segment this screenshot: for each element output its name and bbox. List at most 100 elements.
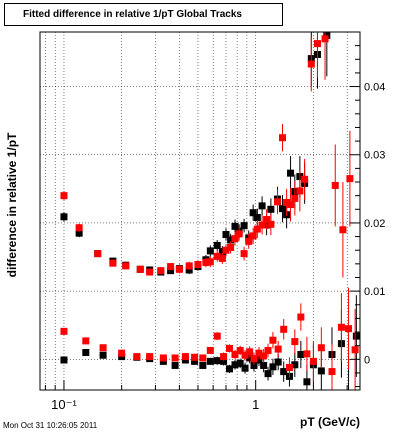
black-data-point bbox=[352, 332, 360, 340]
red-data-point bbox=[240, 250, 248, 258]
black-data-point bbox=[267, 205, 275, 213]
red-data-point bbox=[274, 345, 282, 353]
red-data-point bbox=[213, 252, 221, 260]
red-data-point bbox=[264, 346, 272, 354]
red-data-point bbox=[303, 350, 311, 358]
red-data-point bbox=[75, 224, 83, 232]
black-data-point bbox=[225, 365, 233, 373]
red-data-point bbox=[99, 344, 107, 352]
black-data-point bbox=[255, 356, 263, 364]
red-data-point bbox=[339, 226, 347, 234]
red-data-point bbox=[157, 267, 165, 275]
black-data-point bbox=[220, 357, 228, 365]
black-data-point bbox=[236, 359, 244, 367]
black-data-point bbox=[213, 241, 221, 249]
red-data-point bbox=[146, 268, 154, 276]
red-data-point bbox=[60, 192, 68, 200]
black-data-point bbox=[280, 368, 288, 376]
red-data-point bbox=[249, 232, 257, 240]
red-data-point bbox=[245, 237, 253, 245]
red-data-point bbox=[241, 351, 249, 359]
black-data-point bbox=[246, 354, 254, 362]
red-data-point bbox=[280, 325, 288, 333]
red-data-point bbox=[194, 261, 202, 269]
red-data-point bbox=[199, 354, 207, 362]
red-data-point bbox=[167, 263, 175, 271]
y-tick-label: 0.01 bbox=[364, 286, 385, 298]
red-data-point bbox=[231, 235, 239, 243]
red-data-point bbox=[136, 265, 144, 273]
red-data-point bbox=[291, 194, 299, 202]
red-data-point bbox=[331, 181, 339, 189]
red-data-point bbox=[250, 355, 258, 363]
red-data-point bbox=[191, 353, 199, 361]
black-data-point bbox=[303, 378, 311, 386]
black-data-point bbox=[317, 367, 325, 375]
x-axis-label: pT (GeV/c) bbox=[300, 415, 360, 429]
black-data-point bbox=[75, 229, 83, 237]
red-data-point bbox=[274, 198, 282, 206]
red-data-point bbox=[235, 230, 243, 238]
black-data-point bbox=[279, 205, 287, 213]
red-data-point bbox=[133, 353, 141, 361]
red-data-point bbox=[258, 221, 266, 229]
red-data-point bbox=[317, 344, 325, 352]
red-data-point bbox=[287, 201, 295, 209]
red-data-point bbox=[206, 258, 214, 266]
red-data-point bbox=[94, 250, 102, 258]
red-data-point bbox=[285, 363, 293, 371]
black-data-point bbox=[250, 361, 258, 369]
red-data-point bbox=[82, 337, 90, 345]
red-data-point bbox=[346, 175, 354, 183]
black-data-point bbox=[258, 202, 266, 210]
red-data-point bbox=[253, 225, 261, 233]
red-data-point bbox=[291, 338, 299, 346]
red-data-point bbox=[351, 346, 359, 354]
red-data-point bbox=[279, 134, 287, 142]
black-data-point bbox=[206, 357, 214, 365]
y-tick-label: 0.03 bbox=[364, 150, 385, 162]
grid bbox=[40, 32, 360, 390]
red-data-point bbox=[181, 353, 189, 361]
black-data-point bbox=[260, 361, 268, 369]
red-data-point bbox=[202, 258, 210, 266]
y-tick-label: 0.04 bbox=[364, 82, 385, 94]
black-data-point bbox=[191, 357, 199, 365]
black-data-point bbox=[297, 351, 305, 359]
red-data-point bbox=[307, 60, 315, 68]
red-data-point bbox=[263, 216, 271, 224]
red-data-point bbox=[301, 175, 309, 183]
black-data-point bbox=[206, 247, 214, 255]
black-data-point bbox=[231, 361, 239, 369]
red-data-point bbox=[260, 352, 268, 360]
red-data-point bbox=[321, 35, 329, 43]
black-data-point bbox=[222, 231, 230, 239]
chart-title: Fitted difference in relative 1/pT Globa… bbox=[4, 3, 283, 26]
red-data-point bbox=[255, 349, 263, 357]
x-tick-label: 1 bbox=[252, 397, 259, 412]
axes: 0 0.01 0.02 0.03 0.04 10⁻¹ 1 bbox=[44, 45, 385, 412]
y-axis-label: difference in relative 1/pT bbox=[5, 132, 19, 277]
black-data-point bbox=[231, 222, 239, 230]
x-tick-label: 10⁻¹ bbox=[51, 397, 77, 412]
red-data-point bbox=[60, 327, 68, 335]
black-data-point bbox=[199, 361, 207, 369]
red-data-point bbox=[345, 325, 353, 333]
red-data-point bbox=[218, 254, 226, 262]
red-data-point bbox=[267, 220, 275, 228]
black-data-point bbox=[213, 357, 221, 365]
black-data-point bbox=[274, 358, 282, 366]
red-data-point bbox=[146, 353, 154, 361]
black-data-point bbox=[241, 364, 249, 372]
black-data-point bbox=[287, 169, 295, 177]
red-data-point bbox=[283, 198, 291, 206]
black-data-point bbox=[227, 236, 235, 244]
black-data-point bbox=[264, 370, 272, 378]
red-data-point bbox=[236, 346, 244, 354]
red-data-point bbox=[328, 368, 336, 376]
black-data-point bbox=[240, 222, 248, 230]
red-data-point bbox=[297, 313, 305, 321]
y-tick-label: 0 bbox=[364, 354, 370, 366]
black-data-point bbox=[82, 348, 90, 356]
red-data-point bbox=[171, 354, 179, 362]
